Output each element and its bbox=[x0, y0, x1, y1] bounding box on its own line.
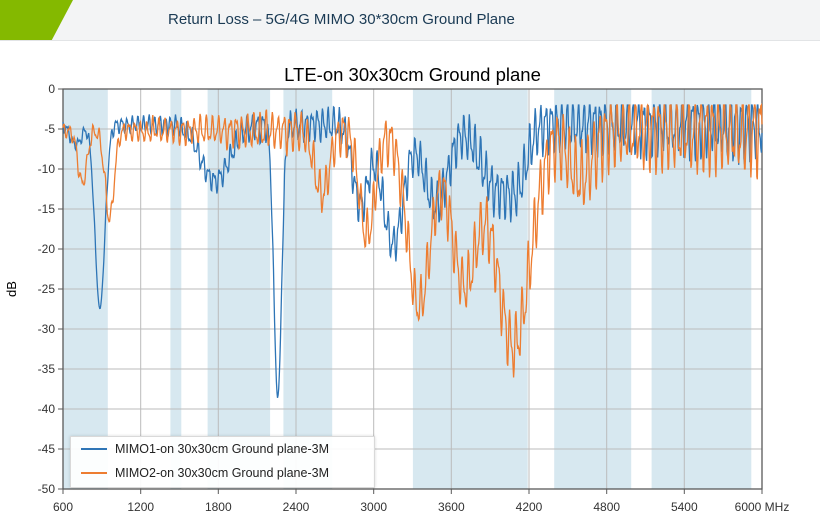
svg-text:6000 MHz: 6000 MHz bbox=[735, 500, 790, 514]
svg-text:-30: -30 bbox=[38, 322, 56, 336]
svg-text:2400: 2400 bbox=[283, 500, 310, 514]
svg-text:-15: -15 bbox=[38, 202, 56, 216]
svg-text:-5: -5 bbox=[44, 122, 55, 136]
svg-text:-50: -50 bbox=[38, 482, 56, 496]
svg-text:-45: -45 bbox=[38, 442, 56, 456]
svg-text:-25: -25 bbox=[38, 282, 56, 296]
svg-text:4800: 4800 bbox=[593, 500, 620, 514]
svg-text:3600: 3600 bbox=[438, 500, 465, 514]
svg-text:1800: 1800 bbox=[205, 500, 232, 514]
svg-text:LTE-on 30x30cm Ground plane: LTE-on 30x30cm Ground plane bbox=[284, 64, 541, 85]
svg-text:4200: 4200 bbox=[516, 500, 543, 514]
svg-text:1200: 1200 bbox=[127, 500, 154, 514]
svg-text:0: 0 bbox=[48, 82, 55, 96]
svg-text:600: 600 bbox=[53, 500, 73, 514]
svg-text:-20: -20 bbox=[38, 242, 56, 256]
svg-text:-35: -35 bbox=[38, 362, 56, 376]
svg-text:-10: -10 bbox=[38, 162, 56, 176]
svg-text:-40: -40 bbox=[38, 402, 56, 416]
svg-text:5400: 5400 bbox=[671, 500, 698, 514]
svg-text:3000: 3000 bbox=[360, 500, 387, 514]
svg-text:dB: dB bbox=[4, 281, 19, 297]
